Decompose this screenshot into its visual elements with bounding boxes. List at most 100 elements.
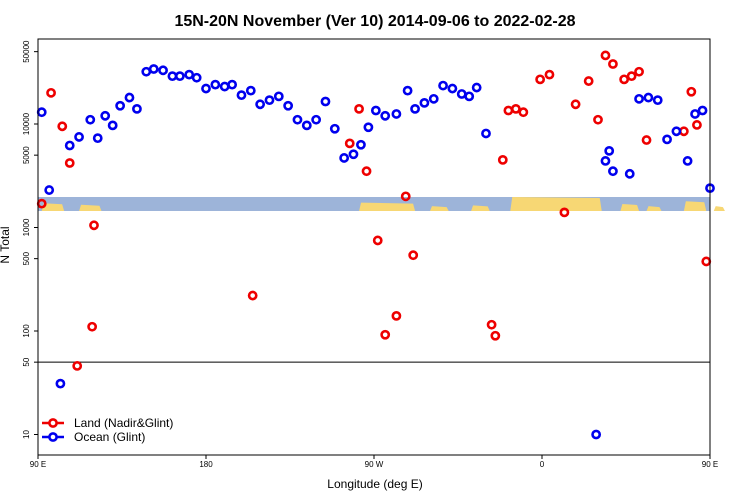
ocean-point — [100, 110, 111, 121]
plot-frame — [37, 38, 711, 456]
ocean-point — [339, 153, 350, 163]
ocean-point — [74, 132, 84, 142]
land-point — [544, 69, 555, 80]
ocean-point — [690, 109, 700, 119]
land-point — [64, 158, 75, 168]
x-tick-label: 180 — [199, 460, 213, 469]
land-point — [634, 66, 644, 77]
x-tick-label: 90 E — [30, 460, 46, 469]
y-tick-label: 50 — [22, 357, 31, 366]
ocean-point — [124, 92, 135, 103]
ocean-point — [464, 91, 475, 102]
ocean-point — [356, 139, 366, 150]
land-point — [46, 87, 56, 98]
land-point — [72, 361, 83, 371]
land-point — [535, 74, 546, 85]
y-axis-ticks: 10 50 100 500 1000 5000 10000 50000 — [22, 40, 38, 439]
ocean-point — [320, 96, 331, 107]
ocean-point — [391, 109, 402, 119]
land-point — [619, 74, 630, 85]
land-point — [497, 154, 508, 165]
ocean-point — [255, 99, 266, 110]
map-land — [510, 197, 602, 211]
y-axis-label: N Total — [0, 226, 12, 263]
map-land — [620, 204, 640, 211]
ocean-point — [419, 97, 430, 108]
ocean-point — [410, 103, 420, 114]
land-point — [57, 121, 68, 132]
ocean-point — [201, 83, 211, 94]
ocean-point — [191, 72, 202, 83]
land-point — [354, 103, 364, 114]
ocean-point — [634, 93, 644, 104]
legend-marker — [48, 418, 58, 428]
ocean-point — [148, 64, 159, 74]
ocean-point — [245, 85, 256, 96]
ocean-point — [438, 80, 448, 91]
map-land — [646, 206, 662, 211]
land-point — [641, 135, 652, 145]
ocean-point — [600, 156, 611, 166]
ocean-point — [236, 90, 247, 101]
land-point — [380, 329, 391, 340]
legend-marker — [48, 432, 58, 442]
ocean-point — [227, 79, 238, 90]
y-tick-label: 1000 — [22, 218, 31, 236]
ocean-point — [447, 83, 458, 94]
map-land — [713, 206, 725, 211]
land-point — [600, 50, 611, 61]
ocean-point — [115, 100, 126, 111]
legend: Land (Nadir&Glint)Ocean (Glint) — [42, 416, 173, 444]
ocean-point — [44, 185, 55, 195]
map-land — [471, 205, 490, 211]
legend-label: Land (Nadir&Glint) — [74, 416, 173, 430]
x-tick-label: 90 W — [365, 460, 384, 469]
x-axis-label: Longitude (deg E) — [327, 477, 422, 491]
land-point — [570, 99, 581, 110]
map-land — [430, 206, 449, 211]
land-point — [626, 71, 637, 82]
ocean-point — [643, 92, 654, 103]
ocean-point — [329, 123, 340, 134]
land-point — [510, 103, 521, 114]
land-point — [593, 114, 603, 125]
ocean-point — [471, 82, 482, 93]
ocean-point — [301, 120, 312, 131]
ocean-point — [370, 105, 381, 116]
land-point — [408, 250, 419, 261]
ocean-point — [107, 120, 118, 131]
ocean-point — [591, 429, 602, 440]
ocean-point — [624, 168, 635, 179]
ocean-point — [363, 122, 374, 133]
legend-label: Ocean (Glint) — [74, 430, 145, 444]
map-land — [359, 202, 416, 211]
y-tick-label: 5000 — [22, 146, 31, 164]
map-land — [41, 203, 65, 211]
land-point — [87, 321, 98, 332]
land-point — [583, 76, 594, 86]
land-point — [89, 220, 99, 231]
ocean-point — [174, 71, 185, 82]
map-land — [683, 201, 707, 211]
ocean-point — [402, 85, 413, 96]
land-point — [247, 290, 258, 301]
ocean-point — [283, 100, 294, 111]
ocean-point — [292, 114, 303, 125]
land-point — [686, 86, 697, 97]
ocean-point — [55, 378, 66, 389]
x-tick-label: 90 E — [702, 460, 718, 469]
ocean-point — [652, 95, 663, 106]
y-tick-label: 10 — [22, 430, 31, 439]
ocean-point — [662, 134, 672, 145]
land-point — [391, 310, 402, 321]
x-axis-ticks: 90 E 180 90 W 0 90 E — [30, 455, 718, 469]
y-tick-label: 500 — [22, 251, 31, 265]
x-tick-label: 0 — [540, 460, 545, 469]
ocean-point — [481, 128, 491, 139]
y-tick-label: 50000 — [22, 40, 31, 63]
ocean-point — [380, 110, 391, 121]
y-tick-label: 10000 — [22, 112, 31, 135]
ocean-point — [210, 79, 221, 90]
ocean-point — [64, 140, 75, 151]
